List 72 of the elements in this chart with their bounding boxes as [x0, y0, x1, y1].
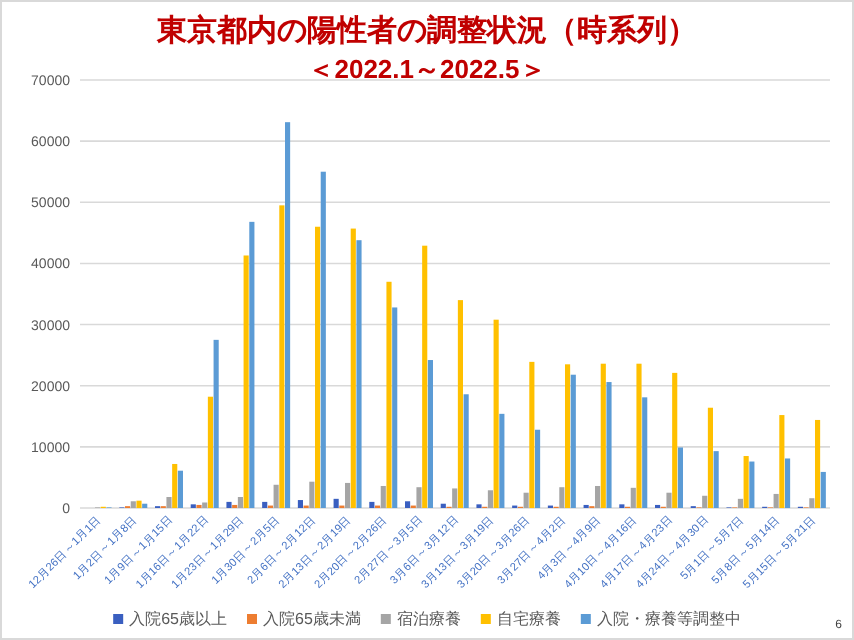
- bar: [386, 281, 392, 508]
- bar: [130, 501, 136, 508]
- bar: [463, 394, 469, 508]
- bar: [416, 487, 422, 508]
- bar: [523, 492, 529, 508]
- bar: [636, 363, 642, 508]
- bar: [707, 407, 713, 508]
- bar: [369, 501, 375, 508]
- legend-label: 入院65歳以上: [129, 610, 227, 628]
- bar: [320, 171, 326, 508]
- bar: [535, 429, 541, 508]
- bar: [737, 498, 743, 508]
- bar: [356, 240, 362, 508]
- bar: [702, 495, 708, 508]
- bar: [677, 447, 683, 508]
- bar: [226, 501, 232, 508]
- bar: [207, 396, 213, 508]
- bar: [457, 300, 463, 508]
- bar: [345, 482, 351, 508]
- bar: [350, 228, 356, 508]
- bar: [570, 374, 576, 508]
- bar: [262, 501, 268, 508]
- bar: [785, 458, 791, 508]
- bar: [279, 205, 285, 508]
- legend-label: 自宅療養: [496, 610, 561, 628]
- bar: [749, 461, 755, 508]
- bar: [177, 470, 183, 508]
- bar: [422, 245, 428, 508]
- bar: [713, 451, 719, 508]
- bar: [743, 456, 749, 508]
- bar: [642, 397, 648, 508]
- legend-label: 宿泊療養: [396, 610, 461, 628]
- bar: [309, 481, 315, 508]
- chart-title: 東京都内の陽性者の調整状況（時系列）: [155, 12, 697, 48]
- bar: [815, 419, 821, 508]
- bar: [333, 498, 339, 508]
- bar: [273, 484, 279, 508]
- bar: [405, 501, 411, 508]
- bar: [672, 372, 678, 508]
- bar: [172, 463, 178, 508]
- bar: [285, 122, 291, 508]
- bar: [213, 339, 219, 508]
- bar: [166, 496, 172, 508]
- bar: [499, 413, 505, 508]
- bar: [773, 493, 779, 508]
- bar: [487, 490, 493, 508]
- bar: [392, 307, 398, 508]
- bar: [297, 500, 303, 508]
- bar: [452, 488, 458, 508]
- bar: [493, 319, 499, 508]
- bar: [243, 255, 249, 508]
- bar: [559, 487, 565, 508]
- bar: [779, 415, 785, 508]
- bar: [529, 361, 535, 508]
- bar: [380, 485, 386, 508]
- bar: [136, 500, 142, 508]
- bar: [202, 502, 208, 508]
- legend-label: 入院65歳未満: [263, 610, 361, 628]
- bar: [666, 492, 672, 508]
- bar: [427, 360, 433, 508]
- bar: [565, 364, 571, 508]
- bar: [315, 226, 321, 508]
- bar: [600, 363, 606, 508]
- bar: [249, 221, 255, 508]
- bar: [820, 471, 826, 508]
- bar: [595, 485, 601, 508]
- legend-label: 入院・療養等調整中: [596, 610, 741, 628]
- bar: [606, 382, 612, 508]
- bar: [809, 498, 815, 508]
- bar: [237, 496, 243, 508]
- bar: [630, 487, 636, 508]
- chart-subtitle: ＜2022.1～2022.5＞: [308, 54, 546, 84]
